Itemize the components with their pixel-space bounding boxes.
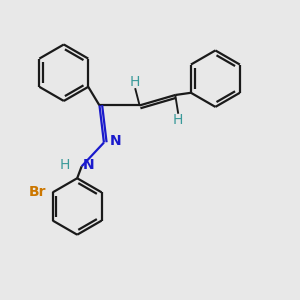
- Text: N: N: [109, 134, 121, 148]
- Text: H: H: [173, 113, 183, 127]
- Text: H: H: [130, 75, 140, 88]
- Text: Br: Br: [29, 185, 46, 200]
- Text: N: N: [83, 158, 95, 172]
- Text: H: H: [60, 158, 70, 172]
